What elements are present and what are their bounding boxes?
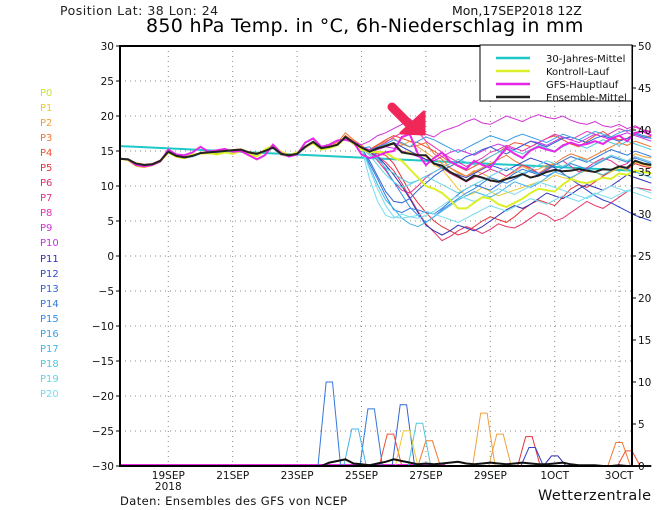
member-label-p12: P12 (40, 268, 59, 280)
member-label-p20: P20 (40, 388, 59, 400)
y-left-tick-label: −30 (92, 461, 114, 473)
y-left-tick-label: −10 (92, 321, 114, 333)
legend-label-1: Kontroll-Lauf (546, 67, 610, 78)
member-label-p5: P5 (40, 163, 53, 175)
y-right-tick-label: 40 (638, 125, 651, 137)
y-left-tick-label: −15 (92, 356, 114, 368)
position-label: Position Lat: 38 Lon: 24 (60, 3, 219, 18)
y-right-tick-label: 20 (638, 293, 651, 305)
x-tick-label: 25SEP (345, 470, 378, 482)
member-label-p17: P17 (40, 343, 59, 355)
annotation-arrow-icon (387, 102, 426, 136)
x-tick-label: 3OCT (605, 470, 634, 482)
member-label-p15: P15 (40, 313, 59, 325)
x-tick-label: 1OCT (540, 470, 569, 482)
x-tick-label: 19SEP (152, 470, 185, 482)
y-left-tick-label: 10 (101, 181, 114, 193)
member-label-p6: P6 (40, 178, 53, 190)
legend-label-0: 30-Jahres-Mittel (546, 54, 625, 65)
member-label-p2: P2 (40, 118, 53, 130)
precip-peak-p14 (359, 408, 383, 467)
member-label-p8: P8 (40, 208, 53, 220)
y-right-tick-label: 30 (638, 209, 651, 221)
precip-peak-p3 (417, 440, 441, 467)
precip-peak-p14 (317, 381, 342, 467)
legend-box (479, 44, 633, 102)
y-left-tick-label: 25 (101, 76, 114, 88)
member-label-p16: P16 (40, 328, 59, 340)
member-label-p10: P10 (40, 238, 59, 250)
y-right-tick-label: 50 (638, 41, 651, 53)
arrow-shaft (387, 102, 417, 132)
x-tick-label: 29SEP (474, 470, 507, 482)
member-label-p9: P9 (40, 223, 53, 235)
y-left-tick-label: −20 (92, 391, 114, 403)
y-left-tick-label: 20 (101, 111, 114, 123)
member-label-p14: P14 (40, 298, 59, 310)
precip-peak-p12 (520, 447, 544, 467)
precip-peak-p1 (394, 430, 419, 467)
precip-peak-p4 (617, 450, 641, 467)
y-left-tick-label: 15 (101, 146, 114, 158)
y-right-tick-label: 15 (638, 335, 651, 347)
y-left-tick-label: −5 (99, 286, 114, 298)
y-left-tick-label: 30 (101, 41, 114, 53)
data-source-label: Daten: Ensembles des GFS von NCEP (120, 494, 348, 508)
member-label-p19: P19 (40, 373, 59, 385)
member-label-p11: P11 (40, 253, 59, 265)
precip-peak-p2 (488, 433, 512, 467)
x-tick-label: 23SEP (281, 470, 314, 482)
x-tick-sublabel: 2018 (155, 481, 182, 493)
member-label-p1: P1 (40, 103, 53, 115)
y-left-tick-label: 0 (107, 251, 114, 263)
member-label-p18: P18 (40, 358, 59, 370)
member-label-p13: P13 (40, 283, 59, 295)
precip-peak-p11 (543, 455, 567, 467)
chart-title: 850 hPa Temp. in °C, 6h-Niederschlag in … (146, 15, 584, 37)
y-left-tick-label: 5 (107, 216, 114, 228)
y-right-tick-label: 0 (638, 461, 645, 473)
member-label-p0: P0 (40, 88, 53, 99)
ensemble-mean-line (119, 135, 652, 183)
member-label-p7: P7 (40, 193, 53, 205)
precip-peak-p18 (407, 422, 432, 467)
precip-peak-p3 (607, 442, 631, 467)
precip-peak-p5 (517, 436, 541, 467)
precip-peak-p17 (343, 428, 367, 467)
y-left-tick-label: −25 (92, 426, 114, 438)
member-label-p3: P3 (40, 133, 53, 145)
precip-peak-p4 (378, 433, 403, 467)
precip-peak-p2 (472, 412, 496, 467)
run-date-label: Mon,17SEP2018 12Z (452, 3, 582, 18)
x-tick-label: 21SEP (216, 470, 249, 482)
member-label-p4: P4 (40, 148, 53, 160)
legend-label-3: Ensemble-Mittel (546, 93, 627, 104)
y-right-tick-label: 5 (638, 419, 645, 431)
x-tick-label: 27SEP (409, 470, 442, 482)
y-right-tick-label: 35 (638, 167, 651, 179)
y-right-tick-label: 10 (638, 377, 651, 389)
legend-label-2: GFS-Hauptlauf (546, 80, 619, 91)
arrow-head (399, 110, 426, 136)
member-legend: P0 P1 P2 P3 P4 P5 P6 P7 P8 P9 P10 P11 P12 P13 P14 P15 P1… (40, 86, 59, 402)
y-right-tick-label: 25 (638, 251, 651, 263)
brand-label: Wetterzentrale (538, 488, 652, 504)
y-right-tick-label: 45 (638, 83, 651, 95)
